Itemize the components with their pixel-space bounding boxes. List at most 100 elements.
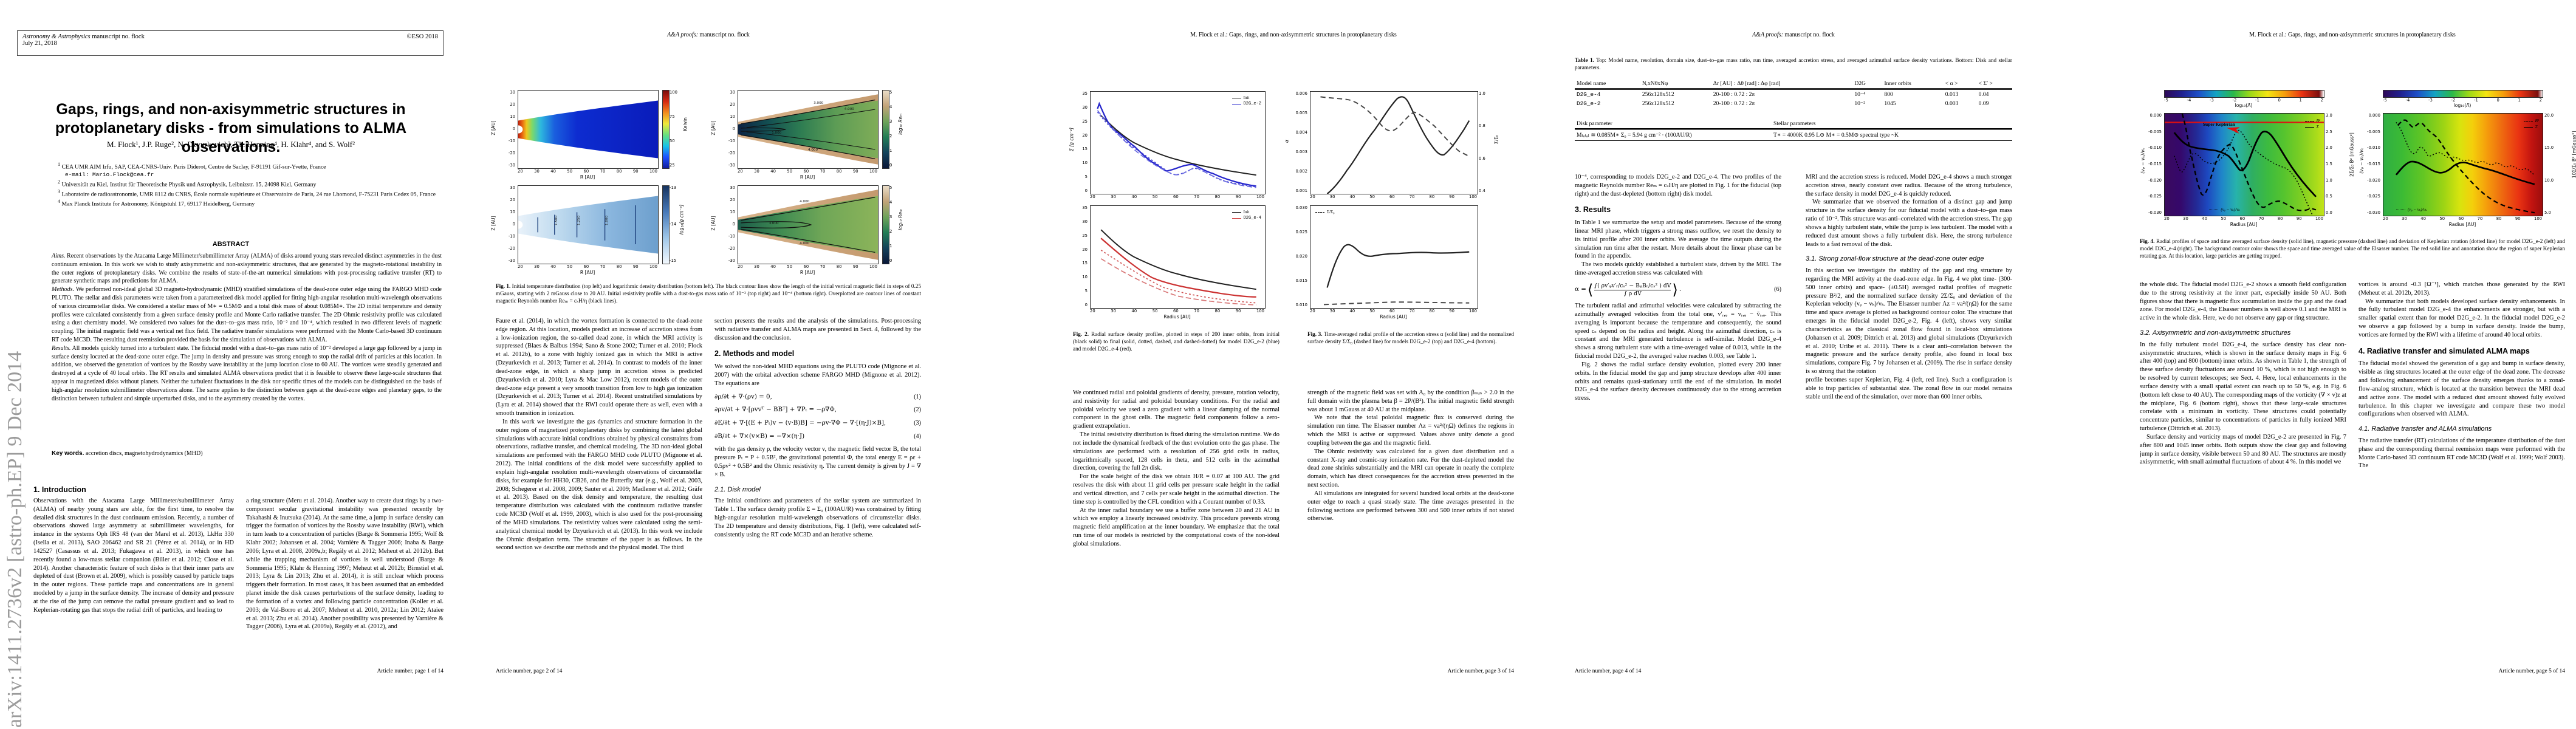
temperature-map xyxy=(518,100,658,159)
contour-label: 1.500 xyxy=(555,215,559,225)
contour-label: 3.000 xyxy=(769,221,779,225)
fig2-top-yticks: 35 30 25 20 15 10 5 0 xyxy=(1082,91,1088,193)
fig4-left-right-yticks: 3.0 2.5 2.0 1.5 1.0 0.5 0.0 xyxy=(2326,113,2332,215)
manuscript-header-line1: Astronomy & Astrophysics manuscript no. … xyxy=(22,33,438,40)
equation-2: ∂ρv/∂t + ∇·[ρvvᵀ − BBᵀ] + ∇Pₜ = −ρ∇Φ, (2) xyxy=(714,406,921,414)
running-head: A&A proofs: manuscript no. flock xyxy=(667,32,750,38)
page-1-title: arXiv:1411.2736v2 [astro-ph.EP] 9 Dec 20… xyxy=(0,0,462,729)
fig3-xlabel: Radius [AU] xyxy=(1380,314,1407,320)
fig1-bl-ylabel: Z [AU] xyxy=(490,216,496,231)
fig1-br-xticks: 20 30 40 50 60 70 80 90 100 xyxy=(738,264,877,269)
fig4-left-cblabel: log₁₀(Λ̄) xyxy=(2235,103,2253,108)
fig4-right-cblabel: log₁₀(Λ̄) xyxy=(2453,103,2472,108)
fig3-caption: Fig. 3. Time-averaged radial profile of … xyxy=(1307,331,1514,344)
fig1-tr-xticks: 20 30 40 50 60 70 80 90 100 xyxy=(738,169,877,174)
fig1-br-ylabel: Z [AU] xyxy=(710,216,716,231)
fig4-left-yticks: 0.000 -0.005 -0.010 -0.015 -0.020 -0.025 -0.03… xyxy=(2148,113,2162,215)
section-introduction: 1. Introduction xyxy=(33,485,86,494)
fig1-re-colorbar-2 xyxy=(882,185,889,264)
fig1-bl-xticks: 20 30 40 50 60 70 80 90 100 xyxy=(518,264,657,269)
page-footer: Article number, page 2 of 14 xyxy=(496,668,563,674)
fig1-kelvin-label: Kelvin xyxy=(682,117,688,131)
fig1-density-ticks: -13 -14 -15 xyxy=(670,185,677,263)
fig2-top-legend: Init D2G_e-2 xyxy=(1231,95,1261,106)
abstract-heading: ABSTRACT xyxy=(212,241,250,248)
running-head: M. Flock et al.: Gaps, rings, and non-ax… xyxy=(2249,32,2456,38)
fig3-top-plot xyxy=(1310,91,1478,194)
manuscript-no: manuscript no. flock xyxy=(92,33,145,40)
p2-right-column: section presents the results and the ana… xyxy=(714,318,921,538)
p5-right-column: vortices is around -0.3 [Ω⁻¹], which mat… xyxy=(2358,281,2565,470)
fig2-bot-legend: Init D2G_e-4 xyxy=(1231,210,1261,221)
fig1-temperature-panel xyxy=(518,90,659,169)
contour-label: 4.000 xyxy=(808,148,818,152)
fig4-right-right-yticks: 20.0 15.0 10.0 5.0 xyxy=(2544,113,2554,215)
journal-name: Astronomy & Astrophysics xyxy=(22,33,91,40)
abstract-aims: Aims. Recent observations by the Atacama… xyxy=(52,253,442,285)
author-list: M. Flock¹, J.P. Ruge², N. Dzyurkevich³, … xyxy=(106,140,355,149)
section-results: 3. Results xyxy=(1575,205,1611,214)
table1: Model name NᵣxNθxNφ Δr [AU] : Δθ [rad] : … xyxy=(1575,79,2012,108)
fig1-resistivity-panel-e2: 3.000 4.000 1.000 4.000 xyxy=(738,90,879,169)
intro-right-column: a ring structure (Meru et al. 2014). Ano… xyxy=(246,498,444,631)
affiliation: 2 Universität zu Kiel, Institut für Theo… xyxy=(58,179,317,188)
page-footer: Article number, page 4 of 14 xyxy=(1575,668,1642,674)
page-footer: Article number, page 1 of 14 xyxy=(377,668,444,674)
resistivity-map-e4 xyxy=(738,190,878,260)
contour-label: 4.000 xyxy=(800,242,810,246)
fig1-tl-yticks: 30 20 10 0 -10 -20 -30 xyxy=(508,90,515,168)
fig1-br-yticks: 30 20 10 0 -10 -20 -30 xyxy=(728,185,735,263)
fig4-left-dotted-legend: (vᵩ − vₖ)/vₖ xyxy=(2209,207,2240,212)
p3-right-column: strength of the magnetic field was set w… xyxy=(1307,389,1514,522)
fig3-right-yticks: 1.0 0.8 0.6 0.4 xyxy=(1479,91,1485,193)
author-email: e-mail: Mario.Flock@cea.fr xyxy=(65,171,154,179)
fig2-top-plot: Init D2G_e-2 xyxy=(1090,91,1266,194)
fig1-resistivity-panel-e4: 4.000 3.000 4.000 xyxy=(738,185,879,264)
running-head: M. Flock et al.: Gaps, rings, and non-ax… xyxy=(1190,32,1397,38)
fig4-right-ylabel: (vᵩ − vₖ)/vₖ xyxy=(2358,148,2365,174)
affiliation: 3 Laboratoire de radioastronomie, UMR 81… xyxy=(58,188,436,198)
fig4-left-cbticks: -5 -4 -3 -2 -1 0 1 2 xyxy=(2164,98,2323,103)
table1-caption: Table 1. Top: Model name, resolution, do… xyxy=(1575,57,2012,70)
fig2-bot-xticks: 20 30 40 50 60 70 80 90 100 xyxy=(1090,309,1264,313)
fig4-right-xticks: 20 30 40 50 60 70 80 90 100 xyxy=(2383,216,2542,221)
fig4-left-panel: Super Keplerian B² Σ (vᵩ − vₖ)/vₖ xyxy=(2164,113,2324,216)
eso-copyright: ©ESO 2018 xyxy=(406,33,438,40)
fig1-kelvin-colorbar xyxy=(662,90,670,169)
arxiv-watermark: arXiv:1411.2736v2 [astro-ph.EP] 9 Dec 20… xyxy=(4,351,26,728)
contour-label: 1.000 xyxy=(772,131,782,135)
fig3-legend: Σ/Σ₀ xyxy=(1315,210,1335,214)
fig4-left-xticks: 20 30 40 50 60 70 80 90 100 xyxy=(2164,216,2323,221)
fig4-left-ylabel: (vᵩ − vₖ)/vₖ xyxy=(2140,148,2146,174)
fig4-caption: Fig. 4. Radial profiles of space and tim… xyxy=(2140,238,2565,259)
equation-4: ∂B/∂t + ∇×(v×B) = −∇×(η·J) (4) xyxy=(714,432,921,440)
manuscript-date: July 21, 2018 xyxy=(22,40,57,47)
fig3-bot-yticks: 0.030 0.025 0.020 0.015 0.010 xyxy=(1295,205,1307,307)
fig4-left-legend: B² Σ xyxy=(2304,118,2320,129)
fig1-tr-ylabel: Z [AU] xyxy=(710,120,716,135)
section-methods: 2. Methods and model xyxy=(714,349,795,358)
fig1-density-label: log₁₀[g cm⁻³] xyxy=(679,204,685,235)
fig4-left-xlabel: Radius [AU] xyxy=(2230,222,2258,227)
page-5: M. Flock et al.: Gaps, rings, and non-ax… xyxy=(2122,0,2576,729)
fig2-top-xticks: 20 30 40 50 60 70 80 90 100 xyxy=(1090,194,1264,199)
fig1-tl-xticks: 20 30 40 50 60 70 80 90 100 xyxy=(518,169,657,174)
fig2-xlabel: Radius [AU] xyxy=(1163,314,1191,320)
subsection-zonal-flow: 3.1. Strong zonal-flow structure at the … xyxy=(1806,255,1984,263)
fig3-top-yticks: 0.006 0.005 0.004 0.003 0.002 0.001 xyxy=(1295,91,1307,193)
contour-label: 4.000 xyxy=(800,200,810,204)
abstract-results: Results. All models quickly turned into … xyxy=(52,344,442,402)
running-head: A&A proofs: manuscript no. flock xyxy=(1752,32,1835,38)
affiliation: 1 CEA UMR AIM Irfu, SAP, CEA-CNRS-Univ. … xyxy=(58,162,326,171)
table-row: D2G_e-2 256x128x512 20-100 : 0.72 : 2π 10⁻… xyxy=(1577,100,1989,107)
fig4-right-right-ylabel: 10Σ/Σ₀ B² [mGauss²] xyxy=(2571,131,2576,179)
fig4-right-dotted-legend: (vᵩ − vₖ)/vₖ xyxy=(2396,207,2427,212)
page-4: A&A proofs: manuscript no. flock Table 1… xyxy=(1557,0,2030,729)
fig3-bot-xticks: 20 30 40 50 60 70 80 90 100 xyxy=(1310,309,1477,313)
p3-left-column: We continued radial and poloidal gradien… xyxy=(1073,389,1279,547)
fig2-bot-plot: Init D2G_e-4 xyxy=(1090,205,1266,309)
contour-label: 3.000 xyxy=(814,101,824,105)
fig4-left-right-ylabel: 2Σ/Σ₀ B² [mGauss²] xyxy=(2349,132,2355,177)
